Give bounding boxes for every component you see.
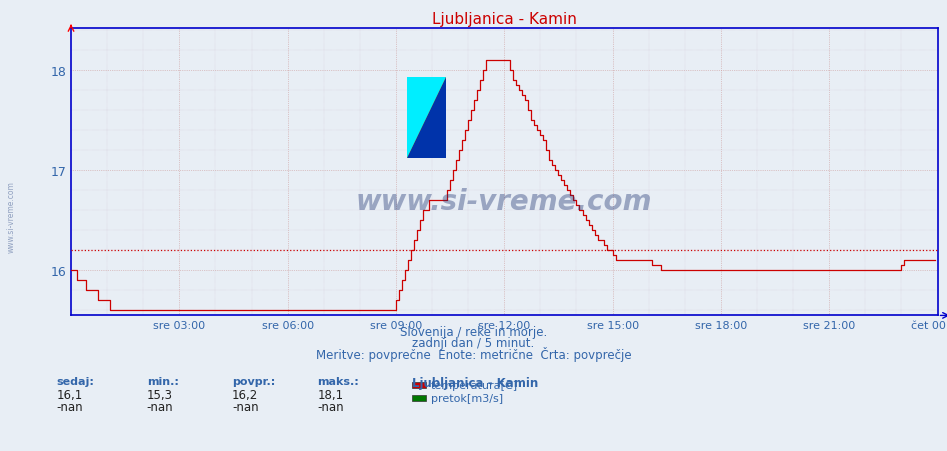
Text: 16,1: 16,1 — [57, 388, 83, 401]
Text: -nan: -nan — [147, 400, 173, 414]
Text: 18,1: 18,1 — [317, 388, 344, 401]
Polygon shape — [407, 78, 446, 158]
Text: pretok[m3/s]: pretok[m3/s] — [431, 393, 503, 403]
Text: Ljubljanica - Kamin: Ljubljanica - Kamin — [412, 377, 538, 390]
Text: 15,3: 15,3 — [147, 388, 172, 401]
Text: www.si-vreme.com: www.si-vreme.com — [7, 180, 16, 253]
Bar — [407, 78, 446, 158]
Title: Ljubljanica - Kamin: Ljubljanica - Kamin — [432, 12, 577, 27]
Text: 16,2: 16,2 — [232, 388, 259, 401]
Text: sedaj:: sedaj: — [57, 377, 95, 387]
Polygon shape — [407, 78, 446, 158]
Text: -nan: -nan — [317, 400, 344, 414]
Text: www.si-vreme.com: www.si-vreme.com — [356, 187, 652, 215]
Text: zadnji dan / 5 minut.: zadnji dan / 5 minut. — [412, 336, 535, 349]
Text: maks.:: maks.: — [317, 377, 359, 387]
Text: -nan: -nan — [57, 400, 83, 414]
Text: -nan: -nan — [232, 400, 259, 414]
Text: min.:: min.: — [147, 377, 179, 387]
Text: povpr.:: povpr.: — [232, 377, 276, 387]
Text: temperatura[C]: temperatura[C] — [431, 381, 518, 391]
Text: Slovenija / reke in morje.: Slovenija / reke in morje. — [400, 326, 547, 339]
Text: Meritve: povprečne  Enote: metrične  Črta: povprečje: Meritve: povprečne Enote: metrične Črta:… — [315, 346, 632, 361]
